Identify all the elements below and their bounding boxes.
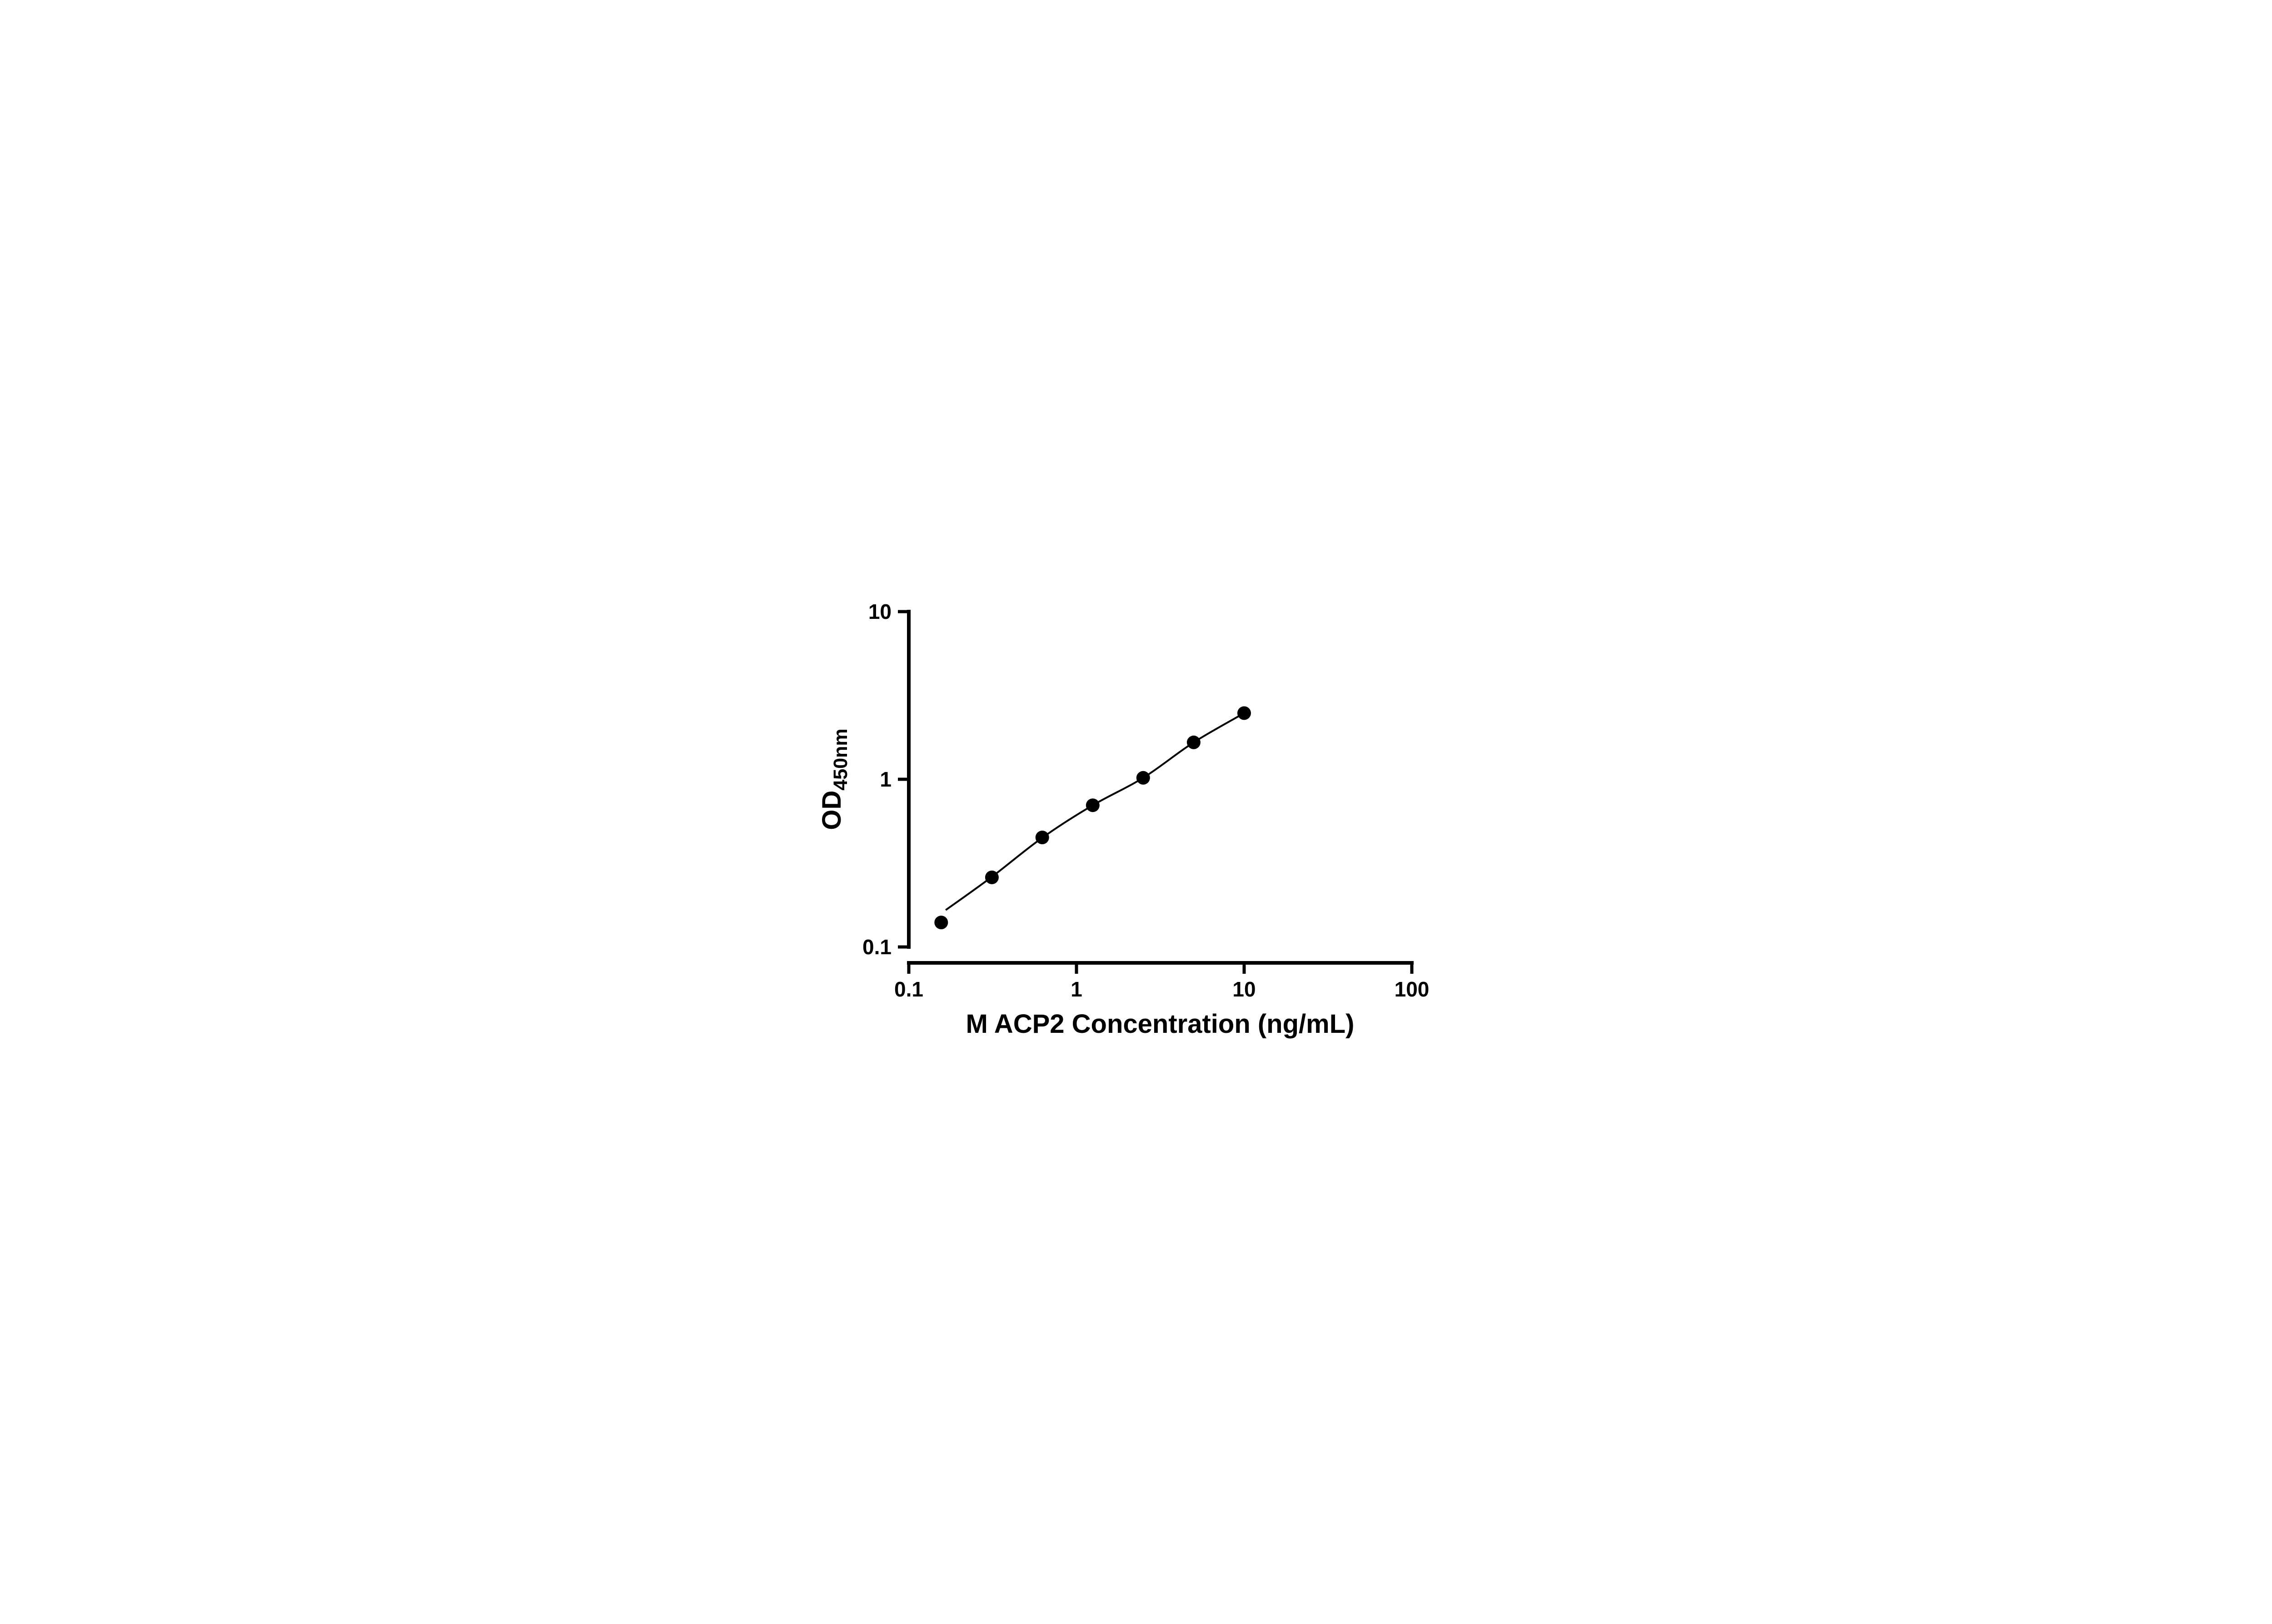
y-tick-label: 1 [880, 767, 892, 791]
data-point [1035, 831, 1049, 844]
data-point [1186, 735, 1201, 749]
x-tick-label: 1 [1071, 977, 1082, 1001]
x-tick-label: 100 [1395, 977, 1430, 1001]
y-tick-label: 0.1 [862, 935, 892, 959]
y-tick-label: 10 [868, 600, 892, 623]
x-tick-label: 10 [1232, 977, 1256, 1001]
chart-canvas: 0.1 1 10 0.1 1 10 100 M ACP2 Concentration (ng… [817, 600, 1429, 1039]
plot-layer [934, 706, 1251, 930]
axes-layer: 0.1 1 10 0.1 1 10 100 [862, 600, 1429, 1001]
data-point [1136, 771, 1150, 785]
data-point [1237, 706, 1251, 720]
x-tick-label: 0.1 [894, 977, 923, 1001]
y-axis-title-main: OD [817, 791, 847, 830]
y-axis-title: OD450nm [817, 728, 852, 830]
data-point [934, 916, 948, 930]
data-point [1086, 798, 1100, 812]
x-axis-title: M ACP2 Concentration (ng/mL) [966, 1009, 1355, 1039]
y-axis-title-subscript: 450nm [830, 728, 852, 790]
data-point [985, 870, 999, 884]
